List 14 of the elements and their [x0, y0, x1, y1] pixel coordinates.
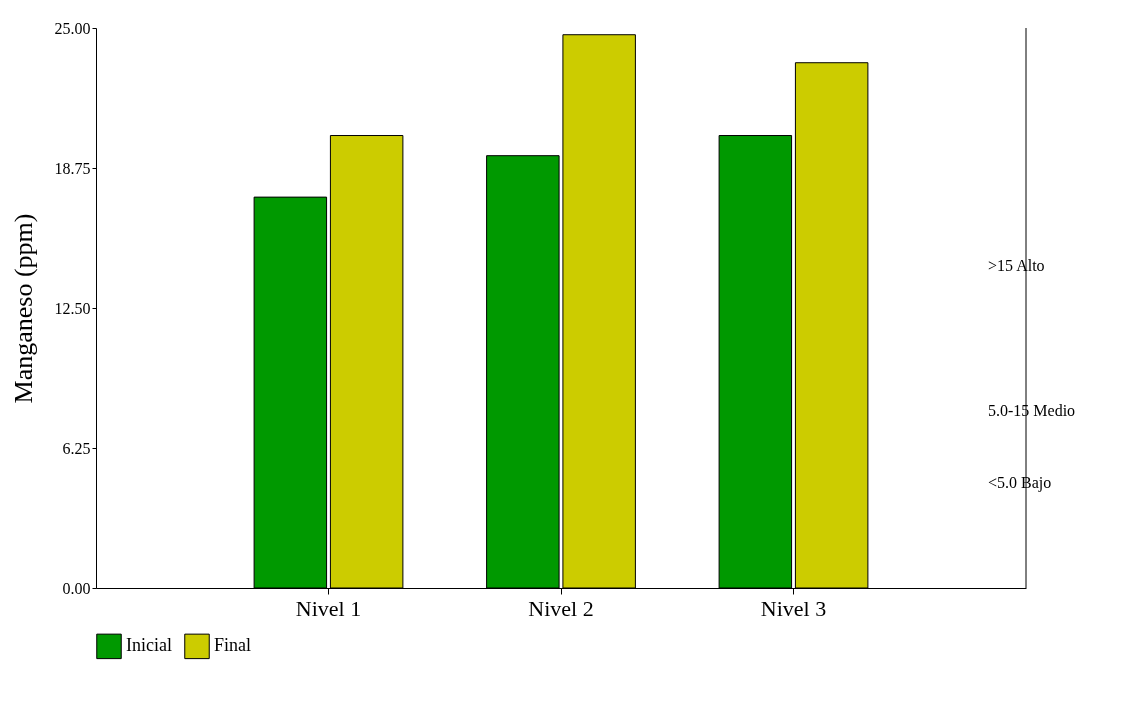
legend-label: Final — [214, 635, 252, 656]
x-tick-label: Nivel 2 — [528, 595, 594, 621]
x-tick-label: Nivel 1 — [295, 595, 362, 621]
y-axis-title: Manganeso (ppm) — [8, 213, 38, 404]
y-tick-label: 12.50 — [54, 299, 91, 317]
annotation: <5.0 Bajo — [988, 474, 1052, 492]
y-tick-label: 18.75 — [54, 159, 91, 177]
annotation: >15 Alto — [988, 257, 1045, 274]
legend-label: Inicial — [126, 635, 172, 656]
y-tick-label: 0.00 — [62, 579, 91, 597]
y-tick-label: 6.25 — [62, 439, 91, 457]
y-tick-label: 25.00 — [54, 19, 91, 37]
annotation: 5.0-15 Medio — [988, 402, 1076, 419]
x-tick-label: Nivel 3 — [760, 595, 827, 621]
